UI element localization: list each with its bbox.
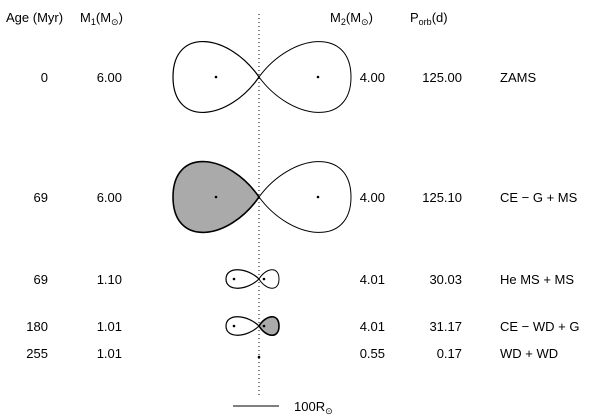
header-m2: M2(M⊙): [330, 10, 373, 27]
row-age: 255: [26, 346, 48, 361]
header-porb: Porb(d): [410, 10, 448, 27]
secondary-star-center: [316, 195, 320, 199]
row-m2: 0.55: [360, 346, 385, 361]
row-age: 69: [34, 190, 48, 205]
row-porb: 31.17: [429, 319, 462, 334]
row-stage: CE − G + MS: [500, 190, 578, 205]
header-age: Age (Myr): [6, 10, 63, 25]
evolution-rows: 0 6.00 4.00 125.00 ZAMS 69 6.00 4.00 125.10 CE − …: [26, 70, 579, 361]
primary-roche-lobe: [225, 316, 260, 336]
row-stage: ZAMS: [500, 70, 536, 85]
row-m1: 1.01: [97, 319, 122, 334]
primary-star-center: [232, 324, 236, 328]
primary-roche-lobe: [172, 41, 260, 113]
row-stage: He MS + MS: [500, 272, 574, 287]
row-m1: 6.00: [97, 70, 122, 85]
column-headers: Age (Myr) M1(M⊙) M2(M⊙) Porb(d): [6, 10, 448, 27]
secondary-roche-lobe: [258, 269, 280, 289]
roche-lobes: [172, 41, 352, 359]
row-m1: 6.00: [97, 190, 122, 205]
row-m1: 1.10: [97, 272, 122, 287]
secondary-star-center: [262, 277, 266, 281]
row-age: 0: [41, 70, 48, 85]
row-stage: WD + WD: [500, 346, 558, 361]
row-porb: 0.17: [437, 346, 462, 361]
secondary-star-center: [262, 324, 266, 328]
row-m2: 4.00: [360, 70, 385, 85]
secondary-star-center: [316, 75, 320, 79]
secondary-roche-lobe: [258, 315, 280, 337]
scale-bar: 100R⊙: [233, 399, 333, 416]
row-porb: 125.10: [422, 190, 462, 205]
row-m2: 4.00: [360, 190, 385, 205]
row-m1: 1.01: [97, 346, 122, 361]
row-m2: 4.01: [360, 272, 385, 287]
primary-roche-lobe: [225, 269, 260, 289]
row-stage: CE − WD + G: [500, 319, 579, 334]
scale-bar-label: 100R⊙: [294, 399, 333, 416]
primary-star-center: [214, 195, 218, 199]
row-age: 69: [34, 272, 48, 287]
primary-star-center: [214, 75, 218, 79]
header-m1: M1(M⊙): [80, 10, 123, 27]
row-m2: 4.01: [360, 319, 385, 334]
secondary-roche-lobe: [258, 41, 352, 113]
row-age: 180: [26, 319, 48, 334]
primary-star-center: [232, 277, 236, 281]
row-porb: 30.03: [429, 272, 462, 287]
merged-binary-point: [257, 355, 261, 359]
row-porb: 125.00: [422, 70, 462, 85]
secondary-roche-lobe: [258, 161, 352, 233]
